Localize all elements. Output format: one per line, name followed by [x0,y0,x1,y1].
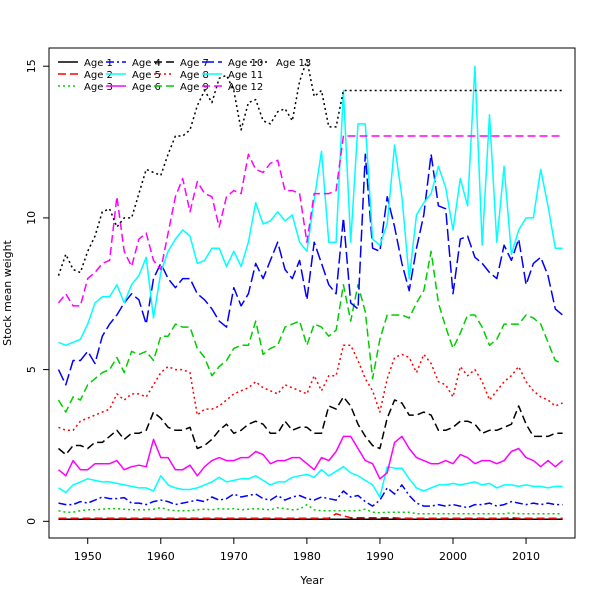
series-line-age-7 [58,396,563,456]
legend-label: Age 2 [84,70,113,81]
legend-label: Age 5 [132,70,161,81]
legend-label: Age 10 [228,58,263,69]
legend-label: Age 9 [180,82,209,93]
legend-label: Age 3 [84,82,113,93]
legend-label: Age 4 [132,58,161,69]
x-tick-label: 2010 [512,550,540,563]
x-tick-label: 1980 [293,550,321,563]
legend-label: Age 8 [180,70,209,81]
series-line-age-10 [57,153,564,386]
series-layer [57,59,564,520]
legend-label: Age 6 [132,82,161,93]
legend-label: Age 11 [228,70,263,81]
x-axis-label: Year [299,574,324,587]
legend-label: Age 1 [84,58,113,69]
series-line-age-9 [57,250,563,413]
x-tick-label: 1990 [366,550,394,563]
series-line-age-11 [58,65,563,347]
legend-label: Age 12 [228,82,263,93]
series-line-age-5 [58,465,563,498]
y-tick-label: 5 [25,366,38,373]
series-line-age-12 [57,135,563,307]
series-line-age-6 [58,435,564,480]
y-tick-label: 10 [25,211,38,225]
y-tick-label: 15 [25,59,38,73]
x-tick-label: 1950 [74,550,102,563]
legend-label: Age 13 [276,58,311,69]
series-line-age-3 [58,503,563,515]
series-line-age-2 [58,512,563,520]
y-tick-label: 0 [25,518,38,525]
series-line-age-4 [58,484,563,509]
y-axis: 0 5 10 15 [25,59,49,525]
x-tick-label: 2000 [439,550,467,563]
plot-frame [48,47,576,539]
x-tick-label: 1970 [220,550,248,563]
x-tick-label: 1960 [147,550,175,563]
y-axis-label: Stock mean weight [1,239,14,345]
legend-label: Age 7 [180,58,209,69]
series-line-age-8 [58,344,563,432]
series-line-age-13 [57,59,563,276]
x-axis: 1950 1960 1970 1980 1990 2000 2010 [74,538,540,563]
